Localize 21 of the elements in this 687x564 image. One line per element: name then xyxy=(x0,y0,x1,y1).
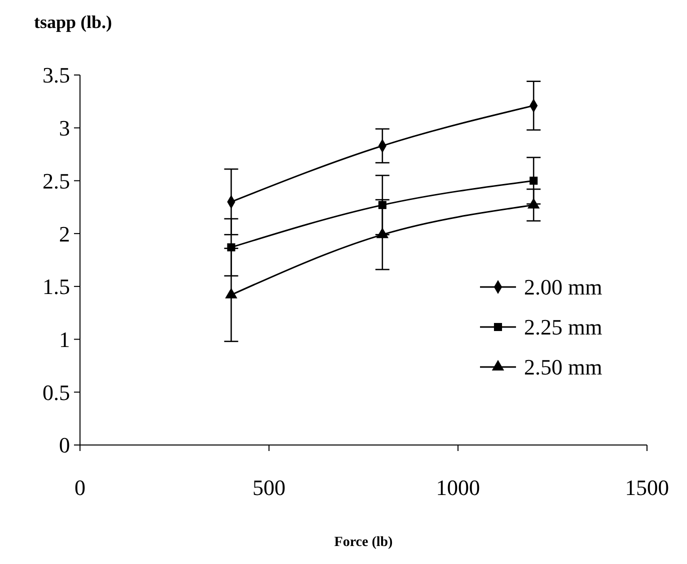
y-tick-label: 3.5 xyxy=(42,62,70,88)
y-tick-label: 1.5 xyxy=(42,274,70,300)
y-tick-label: 2.5 xyxy=(42,168,70,194)
point xyxy=(225,288,238,298)
point xyxy=(527,198,540,209)
x-tick-label: 0 xyxy=(74,475,86,500)
point xyxy=(530,176,538,185)
legend-label: 2.50 mm xyxy=(524,354,602,380)
point xyxy=(376,228,389,238)
y-tick-label: 2 xyxy=(59,221,70,246)
legend-label: 2.25 mm xyxy=(524,314,602,340)
y-axis-title: tsapp (lb.) xyxy=(34,12,112,32)
x-tick-label: 1000 xyxy=(436,475,480,500)
y-tick-label: 0 xyxy=(59,432,70,458)
x-axis-title: Force (lb) xyxy=(334,535,394,550)
x-tick-label: 500 xyxy=(252,475,286,500)
legend-label: 2.00 mm xyxy=(524,274,602,300)
y-tick-label: 3 xyxy=(59,116,70,141)
x-tick-label: 1500 xyxy=(625,475,669,500)
y-tick-label: 1 xyxy=(59,326,70,352)
y-tick-label: 0.5 xyxy=(42,380,70,405)
